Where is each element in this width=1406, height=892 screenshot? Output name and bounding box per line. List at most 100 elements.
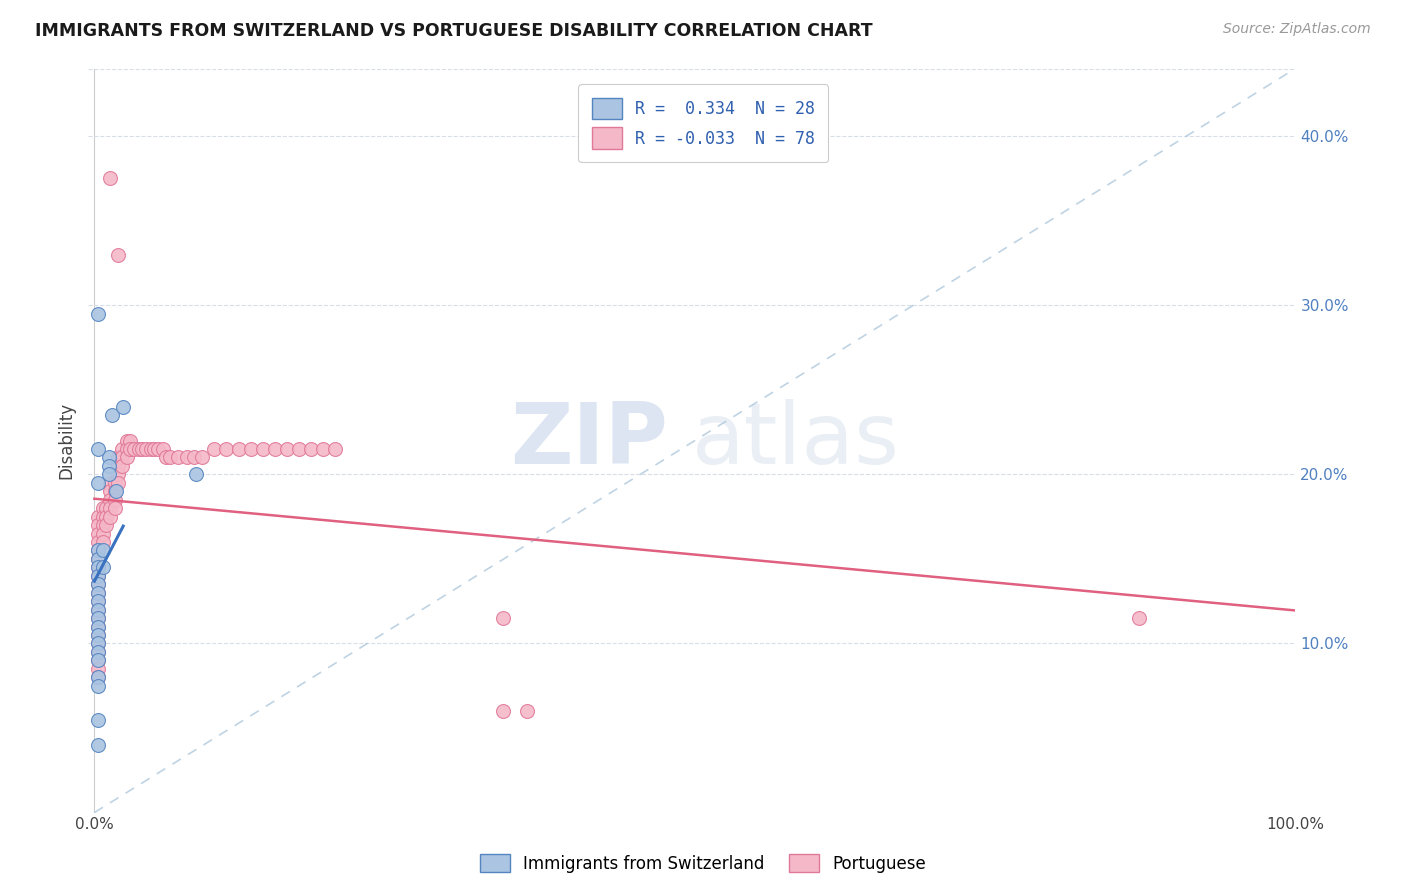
Point xyxy=(252,442,274,456)
Point xyxy=(115,442,138,456)
Point xyxy=(98,509,121,524)
Point xyxy=(112,400,135,414)
Point xyxy=(87,670,110,684)
Point xyxy=(87,636,110,650)
Point xyxy=(204,442,226,456)
Point xyxy=(87,526,110,541)
Point xyxy=(107,467,129,482)
Point xyxy=(167,450,190,465)
Point xyxy=(96,501,118,516)
Point xyxy=(159,450,181,465)
Point xyxy=(87,645,110,659)
Point xyxy=(287,442,309,456)
Point xyxy=(155,450,177,465)
Point xyxy=(87,645,110,659)
Point xyxy=(152,442,174,456)
Y-axis label: Disability: Disability xyxy=(58,402,75,479)
Point xyxy=(104,475,127,490)
Point xyxy=(139,442,162,456)
Text: ZIP: ZIP xyxy=(510,399,668,482)
Point xyxy=(215,442,238,456)
Legend: Immigrants from Switzerland, Portuguese: Immigrants from Switzerland, Portuguese xyxy=(472,847,934,880)
Point xyxy=(87,653,110,667)
Point xyxy=(111,442,134,456)
Text: atlas: atlas xyxy=(692,399,900,482)
Point xyxy=(228,442,250,456)
Point xyxy=(87,509,110,524)
Point xyxy=(263,442,285,456)
Point xyxy=(87,585,110,599)
Point xyxy=(87,713,110,727)
Point xyxy=(492,611,515,625)
Point xyxy=(311,442,333,456)
Point xyxy=(111,458,134,473)
Point xyxy=(146,442,169,456)
Point xyxy=(104,501,127,516)
Point xyxy=(107,247,129,261)
Point xyxy=(107,458,129,473)
Point xyxy=(87,543,110,558)
Point xyxy=(107,475,129,490)
Point xyxy=(122,442,145,456)
Point xyxy=(87,738,110,752)
Point xyxy=(87,611,110,625)
Point xyxy=(299,442,322,456)
Point xyxy=(323,442,346,456)
Point xyxy=(87,560,110,574)
Point xyxy=(98,501,121,516)
Text: IMMIGRANTS FROM SWITZERLAND VS PORTUGUESE DISABILITY CORRELATION CHART: IMMIGRANTS FROM SWITZERLAND VS PORTUGUES… xyxy=(35,22,873,40)
Point xyxy=(87,543,110,558)
Point xyxy=(91,509,114,524)
Point xyxy=(87,577,110,591)
Point xyxy=(87,679,110,693)
Point xyxy=(87,619,110,633)
Point xyxy=(120,442,142,456)
Point xyxy=(87,569,110,583)
Point xyxy=(239,442,262,456)
Point xyxy=(104,484,127,499)
Point xyxy=(104,492,127,507)
Point xyxy=(96,518,118,533)
Point xyxy=(135,442,157,456)
Point xyxy=(87,602,110,616)
Point xyxy=(91,501,114,516)
Point xyxy=(492,704,515,718)
Point xyxy=(87,628,110,642)
Point xyxy=(1128,611,1150,625)
Point xyxy=(115,450,138,465)
Point xyxy=(87,552,110,566)
Point xyxy=(143,442,166,456)
Point xyxy=(91,526,114,541)
Point xyxy=(107,450,129,465)
Point xyxy=(97,467,120,482)
Point xyxy=(87,577,110,591)
Point xyxy=(87,560,110,574)
Point xyxy=(91,535,114,549)
Text: Source: ZipAtlas.com: Source: ZipAtlas.com xyxy=(1223,22,1371,37)
Point xyxy=(91,543,114,558)
Point xyxy=(87,442,110,456)
Point xyxy=(87,307,110,321)
Point xyxy=(87,611,110,625)
Point xyxy=(183,450,205,465)
Point xyxy=(87,594,110,608)
Point xyxy=(115,434,138,448)
Point xyxy=(98,492,121,507)
Point xyxy=(176,450,198,465)
Point xyxy=(87,569,110,583)
Point xyxy=(87,662,110,676)
Point xyxy=(87,636,110,650)
Point xyxy=(101,408,124,422)
Point xyxy=(97,450,120,465)
Point xyxy=(186,467,208,482)
Point xyxy=(87,475,110,490)
Point xyxy=(98,475,121,490)
Point xyxy=(191,450,214,465)
Point xyxy=(87,594,110,608)
Point xyxy=(87,552,110,566)
Point xyxy=(276,442,298,456)
Point xyxy=(87,602,110,616)
Point xyxy=(131,442,153,456)
Point xyxy=(87,619,110,633)
Legend: R =  0.334  N = 28, R = -0.033  N = 78: R = 0.334 N = 28, R = -0.033 N = 78 xyxy=(578,84,828,162)
